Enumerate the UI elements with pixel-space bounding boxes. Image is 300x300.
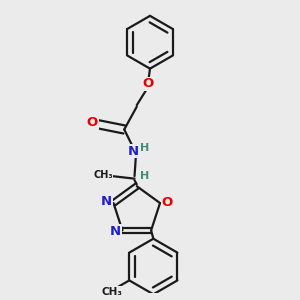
Text: O: O (143, 77, 154, 90)
Text: CH₃: CH₃ (93, 170, 112, 180)
Text: H: H (140, 171, 149, 181)
Text: CH₃: CH₃ (102, 287, 123, 297)
Text: N: N (110, 225, 121, 238)
Text: N: N (128, 145, 139, 158)
Text: H: H (140, 143, 149, 153)
Text: N: N (101, 195, 112, 208)
Text: O: O (161, 196, 172, 209)
Text: O: O (87, 116, 98, 130)
